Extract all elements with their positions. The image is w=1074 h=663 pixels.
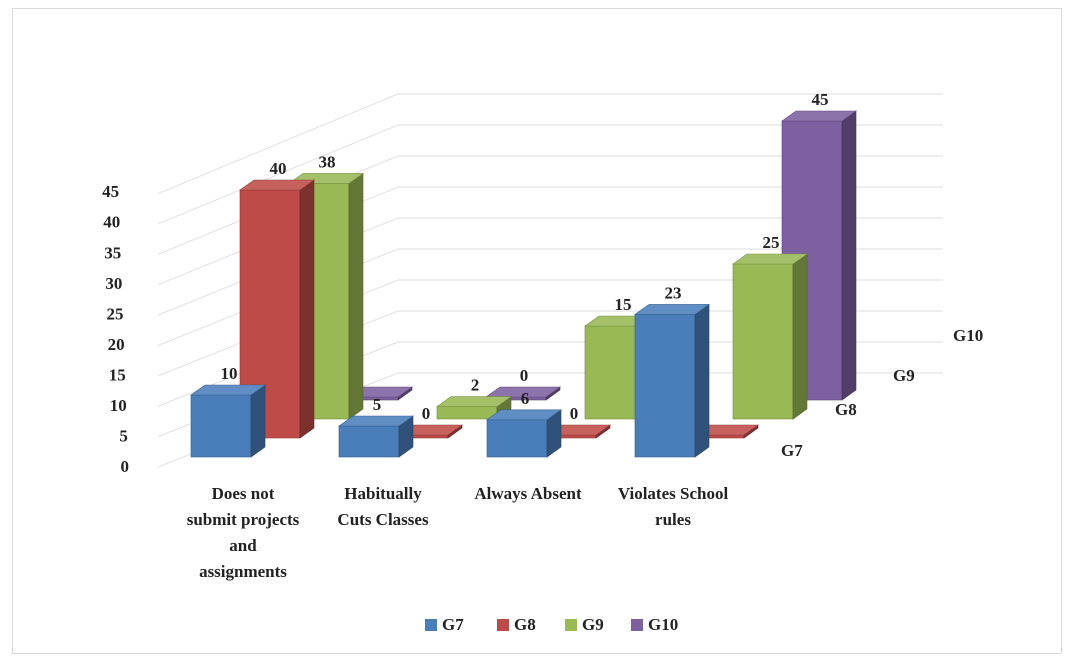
legend-item-g10: G10 (631, 615, 678, 634)
gridline (157, 93, 399, 195)
bar-g10-2: 0 (485, 366, 561, 401)
data-label: 0 (422, 404, 431, 423)
series-axis-label: G9 (893, 366, 915, 385)
data-label: 6 (521, 389, 530, 408)
legend: G7 G8 G9 G10 (425, 615, 678, 634)
y-axis: 0 5 10 15 20 25 30 35 40 45 (102, 182, 129, 476)
data-label: 0 (570, 404, 579, 423)
y-tick-label: 0 (121, 457, 130, 476)
legend-swatch (631, 619, 643, 631)
data-label: 40 (270, 159, 287, 178)
data-label: 23 (665, 283, 682, 302)
series-axis-label: G8 (835, 400, 857, 419)
bar-g7-1: 10 (190, 364, 266, 458)
x-tick-label: Habitually Cuts Classes (337, 484, 429, 529)
y-tick-label: 45 (102, 182, 119, 201)
y-tick-label: 25 (107, 304, 124, 323)
depth-axis: G7 G8 G9 G10 (781, 326, 983, 460)
series-axis-label: G10 (953, 326, 983, 345)
data-label: 45 (812, 90, 829, 109)
legend-swatch (425, 619, 437, 631)
data-label: 38 (319, 152, 336, 171)
bar-g9-4: 25 (732, 233, 808, 420)
legend-label: G7 (442, 615, 464, 634)
data-label: 2 (471, 376, 480, 395)
bar-g7-3: 6 (486, 389, 562, 458)
data-label: 25 (763, 233, 780, 252)
y-tick-label: 15 (109, 365, 126, 384)
legend-label: G9 (582, 615, 604, 634)
bar-g7-4: 23 (634, 283, 710, 458)
legend-swatch (565, 619, 577, 631)
data-label: 15 (615, 295, 632, 314)
legend-swatch (497, 619, 509, 631)
y-tick-label: 30 (105, 274, 122, 293)
x-axis: Does not submit projects and assignments Hab… (187, 484, 729, 581)
legend-label: G10 (648, 615, 678, 634)
data-label: 0 (520, 366, 529, 385)
bars: 004538215254000105623 (190, 90, 857, 458)
gridline (157, 124, 399, 225)
legend-item-g8: G8 (497, 615, 536, 634)
series-axis-label: G7 (781, 441, 803, 460)
legend-item-g7: G7 (425, 615, 464, 634)
y-tick-label: 40 (103, 213, 120, 232)
y-tick-label: 10 (110, 396, 127, 415)
chart-frame: 051015202530354045004538215254000105623D… (12, 8, 1062, 654)
y-tick-label: 20 (108, 335, 125, 354)
x-tick-label: Does not submit projects and assignments (187, 484, 300, 581)
x-tick-label: Violates School rules (618, 484, 729, 529)
y-tick-label: 35 (104, 243, 121, 262)
y-tick-label: 5 (119, 426, 128, 445)
legend-label: G8 (514, 615, 536, 634)
bar-g7-2: 5 (338, 395, 414, 458)
bar-g8-1: 40 (239, 159, 315, 439)
x-tick-label: Always Absent (474, 484, 582, 503)
legend-item-g9: G9 (565, 615, 604, 634)
data-label: 10 (221, 364, 238, 383)
data-label: 5 (373, 395, 382, 414)
chart-svg: 051015202530354045004538215254000105623D… (102, 90, 983, 634)
